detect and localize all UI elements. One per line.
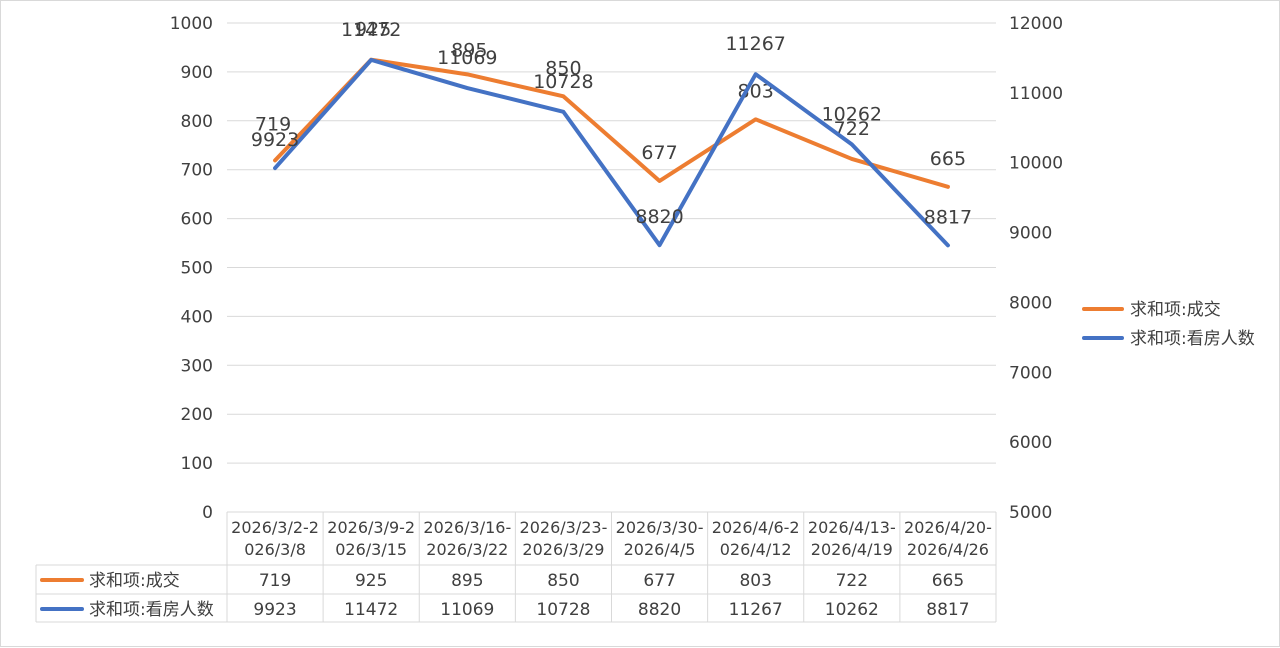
category-label: 2026/4/5 <box>624 540 696 559</box>
table-cell: 8820 <box>638 600 681 620</box>
right-axis-tick-label: 6000 <box>1009 433 1052 453</box>
left-axis-tick-label: 600 <box>181 210 213 230</box>
data-label: 722 <box>834 118 870 140</box>
left-axis-tick-label: 500 <box>181 259 213 279</box>
data-label: 10262 <box>822 103 882 125</box>
series-line-2 <box>273 57 950 248</box>
left-axis-tick-label: 800 <box>181 112 213 132</box>
table-cell: 10262 <box>825 600 879 620</box>
right-axis-tick-label: 9000 <box>1009 224 1052 244</box>
category-label: 2026/3/23- <box>520 518 608 537</box>
right-axis-tick-label: 11000 <box>1009 84 1063 104</box>
category-label: 2026/4/26 <box>907 540 989 559</box>
series-line-1 <box>273 57 950 189</box>
right-axis-tick-label: 5000 <box>1009 503 1052 523</box>
table-cell: 895 <box>451 571 483 591</box>
category-label: 2026/3/9-2 <box>327 518 415 537</box>
left-axis-tick-label: 100 <box>181 454 213 474</box>
data-label: 895 <box>451 39 487 61</box>
left-axis-tick-label: 400 <box>181 307 213 327</box>
data-label: 925 <box>355 19 391 41</box>
left-axis-tick-label: 0 <box>202 503 213 523</box>
left-axis-tick-label: 300 <box>181 356 213 376</box>
right-axis-tick-label: 7000 <box>1009 363 1052 383</box>
data-label: 11069 <box>437 47 497 69</box>
data-label: 677 <box>641 142 677 164</box>
right-axis-tick-label: 12000 <box>1009 14 1063 34</box>
data-label: 9923 <box>251 129 299 151</box>
legend-label: 求和项:看房人数 <box>1130 329 1255 349</box>
category-label: 2026/4/13- <box>808 518 896 537</box>
category-label: 2026/3/29 <box>522 540 604 559</box>
category-label: 026/3/8 <box>244 540 306 559</box>
table-cell: 665 <box>932 571 964 591</box>
category-label: 026/4/12 <box>720 540 792 559</box>
category-label: 2026/3/30- <box>616 518 704 537</box>
data-label: 803 <box>738 80 774 102</box>
table-cell: 719 <box>259 571 291 591</box>
table-cell: 677 <box>643 571 675 591</box>
table-row-label: 求和项:成交 <box>89 571 180 591</box>
data-label: 11267 <box>725 33 785 55</box>
table-cell: 11267 <box>729 600 783 620</box>
table-cell: 8817 <box>926 600 969 620</box>
data-label: 850 <box>545 57 581 79</box>
data-label: 8817 <box>924 206 972 228</box>
data-label: 11472 <box>341 19 401 41</box>
category-label: 2026/4/19 <box>811 540 893 559</box>
data-label: 719 <box>255 113 291 135</box>
data-label: 10728 <box>533 71 593 93</box>
legend-label: 求和项:成交 <box>1130 300 1221 320</box>
table-cell: 803 <box>739 571 771 591</box>
table-cell: 11069 <box>440 600 494 620</box>
category-label: 2026/4/6-2 <box>712 518 800 537</box>
category-label: 2026/3/16- <box>423 518 511 537</box>
category-label: 2026/3/2-2 <box>231 518 319 537</box>
data-label: 8820 <box>635 206 683 228</box>
table-row-label: 求和项:看房人数 <box>89 600 214 620</box>
table-cell: 11472 <box>344 600 398 620</box>
left-axis-tick-label: 1000 <box>170 14 213 34</box>
left-axis-tick-label: 700 <box>181 161 213 181</box>
left-axis-tick-label: 200 <box>181 405 213 425</box>
category-label: 026/3/15 <box>335 540 407 559</box>
data-label: 665 <box>930 148 966 170</box>
right-axis-tick-label: 10000 <box>1009 154 1063 174</box>
table-cell: 9923 <box>253 600 296 620</box>
category-label: 2026/4/20- <box>904 518 992 537</box>
table-cell: 850 <box>547 571 579 591</box>
left-axis-tick-label: 900 <box>181 63 213 83</box>
category-label: 2026/3/22 <box>426 540 508 559</box>
table-cell: 10728 <box>536 600 590 620</box>
table-cell: 925 <box>355 571 387 591</box>
table-cell: 722 <box>836 571 868 591</box>
right-axis-tick-label: 8000 <box>1009 293 1052 313</box>
